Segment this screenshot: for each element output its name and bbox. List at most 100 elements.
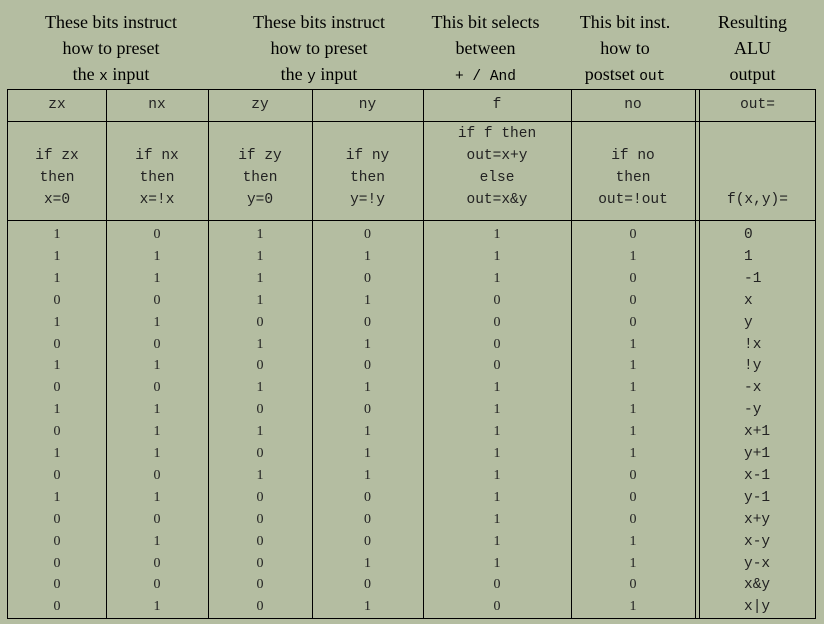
description-no: if no then out=!out [571, 122, 695, 219]
table-row: 1 1 0 0 1 1 -y [8, 399, 815, 421]
description-line: else [479, 170, 515, 186]
bit-nx: 0 [153, 577, 161, 593]
bit-nx: 1 [153, 270, 161, 286]
description-line: if nx [135, 148, 179, 164]
bit-zx: 1 [53, 314, 61, 330]
bit-zy: 1 [256, 467, 264, 483]
bit-no: 0 [629, 270, 637, 286]
bit-zx: 1 [53, 248, 61, 264]
bit-nx: 1 [153, 358, 161, 374]
description-line: if zy [238, 148, 282, 164]
bit-zx: 1 [53, 227, 61, 242]
bit-nx: 1 [153, 402, 161, 418]
bit-zx: 1 [53, 270, 61, 286]
group-heading-line: how to [600, 38, 650, 58]
bit-zy: 0 [256, 402, 264, 418]
description-line: out=x+y [466, 148, 528, 164]
bit-zx: 0 [53, 424, 61, 440]
description-line: then [350, 170, 385, 186]
table-row: 0 0 1 1 0 0 x [8, 290, 815, 312]
description-nx: if nx then x=!x [106, 122, 208, 219]
group-heading-line: between [455, 38, 516, 58]
description-line: y=0 [246, 192, 274, 208]
result-output: !x [744, 336, 762, 353]
result-output: 0 [744, 227, 753, 243]
description-line: then [242, 170, 278, 186]
bit-zx: 0 [53, 380, 61, 396]
table-row: 0 0 1 1 1 0 x-1 [8, 465, 815, 487]
group-heading-line: These bits instruct [45, 12, 177, 32]
bit-f: 1 [493, 533, 501, 549]
bit-zy: 1 [256, 380, 264, 396]
description-line: if zx [35, 148, 79, 164]
bit-ny: 1 [364, 467, 371, 483]
bit-ny: 0 [364, 270, 371, 286]
column-divider [423, 90, 424, 618]
bit-ny: 1 [364, 446, 371, 461]
bit-no: 0 [629, 292, 637, 308]
bit-nx: 0 [153, 380, 161, 396]
table-row: 0 1 0 0 1 1 x-y [8, 531, 815, 553]
bit-f: 0 [493, 336, 501, 352]
bit-nx: 1 [153, 599, 161, 615]
bit-ny: 0 [364, 314, 371, 330]
bit-f: 1 [493, 270, 501, 286]
bit-zx: 1 [53, 402, 61, 418]
bit-no: 1 [629, 446, 637, 461]
bit-ny: 1 [364, 599, 371, 615]
bit-no: 1 [629, 380, 637, 396]
table-row: 0 0 0 0 0 0 x&y [8, 574, 815, 596]
result-output: x&y [744, 577, 771, 594]
result-output: 1 [744, 248, 753, 265]
group-heading-line: ALU [734, 38, 771, 58]
bit-no: 0 [629, 227, 637, 242]
bit-no: 0 [629, 467, 637, 483]
group-heading-text: input [107, 64, 150, 84]
bit-f: 0 [493, 577, 501, 593]
bit-f: 1 [493, 248, 501, 264]
result-output: -x [744, 380, 762, 397]
group-heading-line: the y input [228, 61, 410, 90]
bit-ny: 0 [364, 533, 371, 549]
group-heading-line: postset out [565, 61, 685, 90]
bit-f: 1 [493, 446, 501, 461]
bit-f: 1 [493, 467, 501, 483]
description-zx: if zx then x=0 [8, 122, 106, 219]
description-line: then [39, 170, 75, 186]
result-output: x-1 [744, 467, 771, 484]
bit-ny: 0 [364, 489, 371, 505]
group-heading-code: + / And [455, 69, 516, 85]
result-output: x-y [744, 533, 771, 550]
column-divider [106, 90, 107, 618]
column-divider [699, 90, 700, 618]
result-output: y [744, 314, 753, 331]
group-heading-code: y [307, 69, 316, 85]
bit-nx: 1 [153, 446, 161, 461]
result-output: x+y [744, 511, 771, 528]
bit-zy: 0 [256, 489, 264, 505]
bit-ny: 1 [364, 380, 371, 396]
description-f: if f then out=x+y else out=x&y [423, 122, 571, 219]
group-heading-line: Resulting [717, 12, 787, 32]
description-line: then [139, 170, 175, 186]
bit-f: 1 [493, 511, 501, 527]
group-heading-line: how to preset [270, 38, 368, 58]
result-output: -1 [744, 270, 762, 287]
bit-zx: 0 [53, 599, 61, 615]
bit-zx: 1 [53, 446, 61, 461]
bit-nx: 1 [153, 248, 161, 264]
table-row: 1 1 0 0 0 0 y [8, 312, 815, 334]
bit-ny: 0 [364, 227, 371, 242]
table-rule [8, 121, 815, 122]
column-group-headings: These bits instruct how to preset the x in… [0, 0, 824, 89]
table-row: 1 1 1 1 1 1 1 [8, 246, 815, 268]
column-divider [208, 90, 209, 618]
column-divider [312, 90, 313, 618]
bit-nx: 1 [153, 489, 161, 505]
header-ny: ny [358, 97, 377, 113]
bit-no: 1 [629, 424, 637, 440]
table-row: 1 1 0 1 1 1 y+1 [8, 443, 815, 465]
group-heading-5: Resulting ALU output [690, 9, 815, 87]
group-heading-text: the [280, 64, 308, 84]
bit-zy: 1 [256, 270, 264, 286]
